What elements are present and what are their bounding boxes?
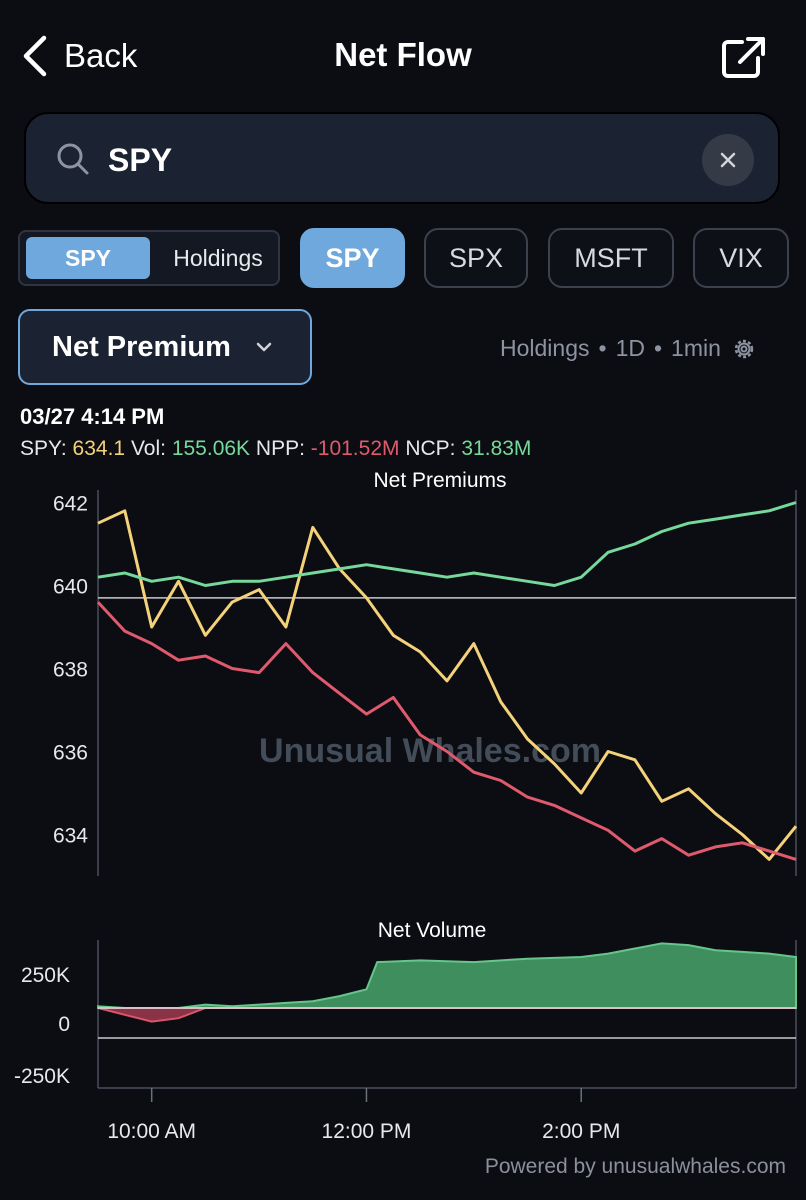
segment-holdings[interactable]: Holdings bbox=[173, 244, 263, 271]
meta-range: 1D bbox=[615, 335, 645, 361]
chart-title: Net Premiums bbox=[373, 469, 506, 492]
metric-dropdown[interactable]: Net Premium bbox=[18, 309, 312, 385]
chip-vix[interactable]: VIX bbox=[693, 228, 789, 288]
npp-label: NPP: bbox=[255, 437, 305, 460]
volume-area-positive bbox=[97, 942, 797, 1009]
y-tick-label: 638 bbox=[53, 658, 88, 681]
net-flow-charts[interactable]: Net Premiums 642 640 638 636 634 Unusual Whale… bbox=[0, 460, 806, 1150]
series-line-net-put-premium bbox=[96, 601, 797, 861]
powered-by: Powered by unusualwhales.com bbox=[484, 1155, 786, 1178]
share-icon bbox=[722, 37, 765, 78]
clear-search-button[interactable] bbox=[702, 134, 754, 186]
spy-label: SPY: bbox=[20, 437, 67, 460]
chart-settings[interactable]: Holdings • 1D • 1min bbox=[500, 335, 757, 362]
back-button[interactable]: Back bbox=[22, 34, 137, 78]
chevron-down-icon bbox=[256, 342, 272, 352]
y-tick-label: 640 bbox=[53, 575, 88, 598]
search-input[interactable] bbox=[106, 136, 670, 184]
volume-y-tick-label: -250K bbox=[14, 1065, 70, 1088]
page-title: Net Flow bbox=[334, 36, 472, 73]
dropdown-label: Net Premium bbox=[52, 330, 231, 363]
x-tick-label: 10:00 AM bbox=[107, 1120, 196, 1143]
share-button[interactable] bbox=[720, 36, 768, 80]
separator-dot: • bbox=[653, 335, 663, 361]
segment-spy[interactable]: SPY bbox=[26, 237, 150, 279]
back-label: Back bbox=[64, 37, 138, 74]
meta-interval: 1min bbox=[671, 335, 721, 361]
vol-label: Vol: bbox=[130, 437, 166, 460]
y-tick-label: 636 bbox=[53, 741, 88, 764]
meta-holdings: Holdings bbox=[500, 335, 590, 361]
series-line-net-call-premium bbox=[97, 501, 797, 587]
search-icon bbox=[56, 142, 90, 181]
volume-area-negative bbox=[97, 1007, 796, 1023]
watermark: Unusual Whales.com bbox=[259, 732, 601, 770]
chip-msft[interactable]: MSFT bbox=[548, 228, 674, 288]
timestamp: 03/27 4:14 PM bbox=[20, 404, 165, 429]
series-line-spy bbox=[97, 509, 798, 861]
ticker-holdings-toggle: SPY Holdings bbox=[18, 230, 280, 286]
volume-y-tick-label: 0 bbox=[58, 1013, 70, 1036]
top-bar: Back Net Flow bbox=[0, 0, 806, 110]
y-tick-label: 642 bbox=[53, 492, 88, 515]
search-bar bbox=[24, 112, 780, 204]
chip-spx[interactable]: SPX bbox=[424, 228, 528, 288]
chip-spy[interactable]: SPY bbox=[300, 228, 405, 288]
gear-icon bbox=[734, 339, 754, 358]
data-readout: SPY: 634.1 Vol: 155.06K NPP: -101.52M NC… bbox=[20, 437, 531, 461]
volume-y-tick-label: 250K bbox=[21, 964, 70, 987]
x-tick-label: 12:00 PM bbox=[322, 1120, 412, 1143]
volume-chart-title: Net Volume bbox=[378, 919, 487, 942]
x-tick-label: 2:00 PM bbox=[542, 1120, 620, 1143]
npp-value: -101.52M bbox=[310, 437, 400, 460]
chevron-left-icon bbox=[23, 35, 47, 77]
ncp-value: 31.83M bbox=[461, 437, 532, 460]
spy-value: 634.1 bbox=[72, 437, 126, 460]
separator-dot: • bbox=[598, 335, 607, 361]
vol-value: 155.06K bbox=[171, 437, 251, 460]
y-tick-label: 634 bbox=[53, 824, 88, 847]
close-icon bbox=[720, 152, 736, 168]
ncp-label: NCP: bbox=[405, 437, 456, 460]
